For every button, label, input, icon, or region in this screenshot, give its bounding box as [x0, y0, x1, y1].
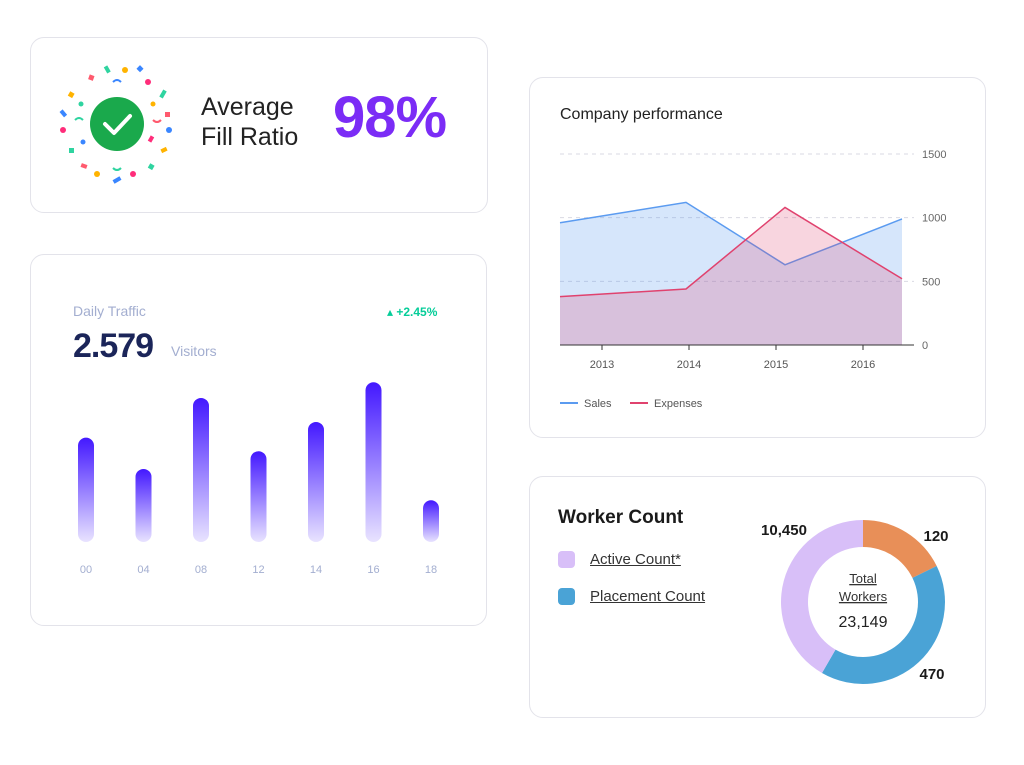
- confetti-check-badge: [53, 60, 183, 190]
- worker-count-donut: 10,450 470 120 Total Workers 23,149: [761, 520, 949, 684]
- fill-ratio-label: Average Fill Ratio: [201, 93, 299, 151]
- traffic-x-tick: 16: [367, 564, 379, 576]
- traffic-unit: Visitors: [171, 343, 217, 359]
- donut-center-label-2: Workers: [839, 589, 888, 604]
- traffic-x-tick: 08: [195, 564, 207, 576]
- perf-line-sales: [559, 201, 903, 266]
- donut-slice-active: [781, 520, 863, 674]
- donut-center-label-1: Total: [849, 571, 877, 586]
- donut-total-value: 23,149: [839, 614, 888, 631]
- company-performance-card: Company performance 0 500 1000 1500 2013 2014…: [529, 77, 986, 438]
- traffic-bar: [250, 451, 267, 542]
- traffic-x-tick: 14: [310, 564, 322, 576]
- traffic-bar: [308, 421, 324, 542]
- traffic-bar: [423, 500, 439, 542]
- legend-placement-count[interactable]: Placement Count: [558, 588, 705, 605]
- traffic-x-tick: 18: [425, 564, 437, 576]
- donut-value-label: 120: [923, 528, 948, 545]
- perf-x-tick: 2014: [677, 359, 701, 371]
- legend-label-placement[interactable]: Placement Count: [590, 588, 706, 605]
- donut-value-label: 10,450: [761, 522, 807, 539]
- perf-y-tick: 0: [922, 340, 928, 352]
- worker-count-title: Worker Count: [558, 507, 684, 528]
- daily-traffic-card: Daily Traffic ▴ +2.45% 2.579 Visitors 00…: [30, 254, 487, 626]
- traffic-bar: [193, 397, 209, 542]
- perf-x-tick: 2015: [764, 359, 788, 371]
- traffic-change-value: +2.45%: [396, 305, 438, 319]
- company-performance-chart: 0 500 1000 1500 2013 2014 2015 2016 Sales Expens…: [559, 149, 946, 410]
- confetti-icon: [59, 65, 172, 184]
- traffic-x-tick: 12: [252, 564, 264, 576]
- perf-y-tick: 1500: [922, 149, 946, 161]
- fill-ratio-value: 98%: [333, 85, 447, 150]
- perf-line-expenses: [559, 206, 903, 298]
- check-circle-icon: [90, 97, 144, 151]
- traffic-value: 2.579: [73, 327, 154, 365]
- donut-value-label: 470: [919, 666, 944, 683]
- legend-label-active[interactable]: Active Count*: [590, 551, 681, 568]
- perf-legend-label: Sales: [584, 398, 612, 410]
- traffic-bar: [135, 468, 152, 542]
- legend-active-count[interactable]: Active Count*: [558, 551, 681, 568]
- traffic-x-tick: 04: [137, 564, 149, 576]
- perf-area-expenses: [560, 207, 902, 345]
- donut-slice-other: [863, 520, 937, 578]
- perf-x-tick: 2016: [851, 359, 875, 371]
- traffic-bar: [78, 437, 94, 542]
- traffic-bar: [365, 382, 382, 542]
- daily-traffic-title: Daily Traffic: [73, 303, 146, 319]
- worker-count-card: Worker Count Active Count* Placement Cou…: [529, 476, 986, 718]
- traffic-x-tick: 00: [80, 564, 92, 576]
- perf-legend-label: Expenses: [654, 398, 703, 410]
- legend-swatch-active: [558, 551, 575, 568]
- donut-slice-placement: [822, 566, 945, 684]
- perf-area-sales: [560, 202, 902, 345]
- traffic-change-badge: ▴ +2.45%: [387, 305, 437, 319]
- perf-y-tick: 500: [922, 276, 940, 288]
- perf-x-tick: 2013: [590, 359, 614, 371]
- daily-traffic-bar-chart: 00 04 08 12 14 16 18: [78, 382, 439, 576]
- perf-y-tick: 1000: [922, 213, 946, 225]
- performance-title: Company performance: [560, 106, 723, 123]
- up-arrow-icon: ▴: [387, 305, 397, 319]
- fill-ratio-card: Average Fill Ratio 98%: [30, 37, 488, 213]
- legend-swatch-placement: [558, 588, 575, 605]
